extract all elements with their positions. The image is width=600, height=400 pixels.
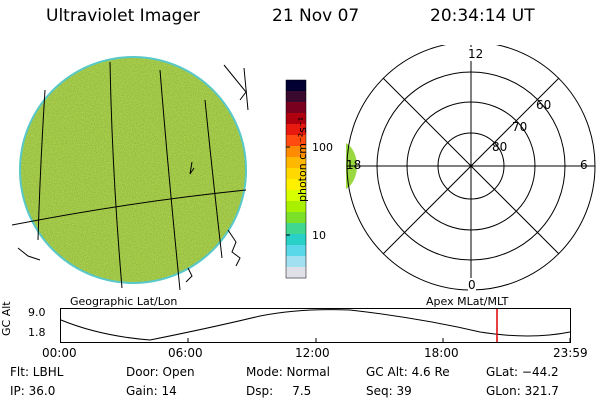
- status-glon: GLon: 321.7: [486, 384, 559, 398]
- status-glat: GLat: −44.2: [486, 365, 559, 379]
- colorbar-band: [286, 201, 306, 213]
- colorbar-band: [286, 80, 306, 92]
- colorbar-band: [286, 256, 306, 268]
- geographic-image: [11, 56, 249, 291]
- colorbar-band: [286, 146, 306, 158]
- colorbar-band: [286, 223, 306, 235]
- time-label: 20:34:14 UT: [430, 6, 535, 26]
- geographic-caption: Geographic Lat/Lon: [70, 295, 178, 308]
- status-door: Door: Open: [126, 365, 195, 379]
- colorbar-band: [286, 245, 306, 257]
- polar-label-0: 0: [468, 278, 476, 292]
- colorbar-tick-10: 10: [312, 229, 326, 242]
- polar-label-12: 12: [468, 47, 484, 61]
- status-mode: Mode: Normal: [246, 365, 330, 379]
- colorbar-unit-label: photon cm⁻²s⁻¹: [296, 117, 309, 202]
- alt-axis-label: GC Alt: [0, 301, 13, 336]
- colorbar-band: [286, 113, 306, 125]
- colorbar-band: [286, 91, 306, 103]
- status-gain: Gain: 14: [126, 384, 177, 398]
- polar-grid: [346, 45, 596, 291]
- geographic-grid: [11, 61, 247, 291]
- status-flt: Flt: LBHL: [10, 365, 64, 379]
- status-gcalt: GC Alt: 4.6 Re: [366, 365, 450, 379]
- colorbar-band: [286, 190, 306, 202]
- polar-label-70: 70: [512, 120, 528, 134]
- altitude-plot: [60, 308, 571, 343]
- alt-ticks: [60, 338, 571, 343]
- colorbar-band: [286, 157, 306, 169]
- alt-xtick-0000: 00:00: [42, 346, 77, 360]
- status-ip: IP: 36.0: [10, 384, 56, 398]
- alt-xtick-1800: 18:00: [424, 346, 459, 360]
- colorbar-band: [286, 179, 306, 191]
- polar-label-80: 80: [492, 140, 508, 154]
- alt-ymin-label: 1.8: [28, 326, 46, 339]
- date-label: 21 Nov 07: [272, 6, 360, 26]
- instrument-title: Ultraviolet Imager: [46, 6, 200, 26]
- polar-label-18: 18: [346, 158, 362, 172]
- alt-xtick-2359: 23:59: [553, 346, 588, 360]
- alt-xtick-0600: 06:00: [168, 346, 203, 360]
- status-seq: Seq: 39: [366, 384, 412, 398]
- polar-label-6: 6: [580, 158, 588, 172]
- colorbar-band: [286, 267, 306, 279]
- colorbar-tick-100: 100: [312, 141, 333, 154]
- polar-label-60: 60: [536, 98, 552, 112]
- apex-caption: Apex MLat/MLT: [426, 295, 509, 308]
- colorbar-band: [286, 102, 306, 114]
- status-dsp: Dsp: 7.5: [246, 384, 312, 398]
- polar-plot: [346, 45, 596, 291]
- colorbar-band: [286, 124, 306, 136]
- colorbar-band: [286, 168, 306, 180]
- coastline: [17, 64, 249, 283]
- colorbar-band: [286, 212, 306, 224]
- colorbar-band: [286, 234, 306, 246]
- colorbar: photon cm⁻²s⁻¹: [285, 79, 309, 279]
- altitude-curve: [60, 309, 571, 341]
- alt-xtick-1200: 12:00: [295, 346, 330, 360]
- alt-ymax-label: 9.0: [28, 306, 46, 319]
- colorbar-gradient: [286, 80, 306, 279]
- colorbar-band: [286, 135, 306, 147]
